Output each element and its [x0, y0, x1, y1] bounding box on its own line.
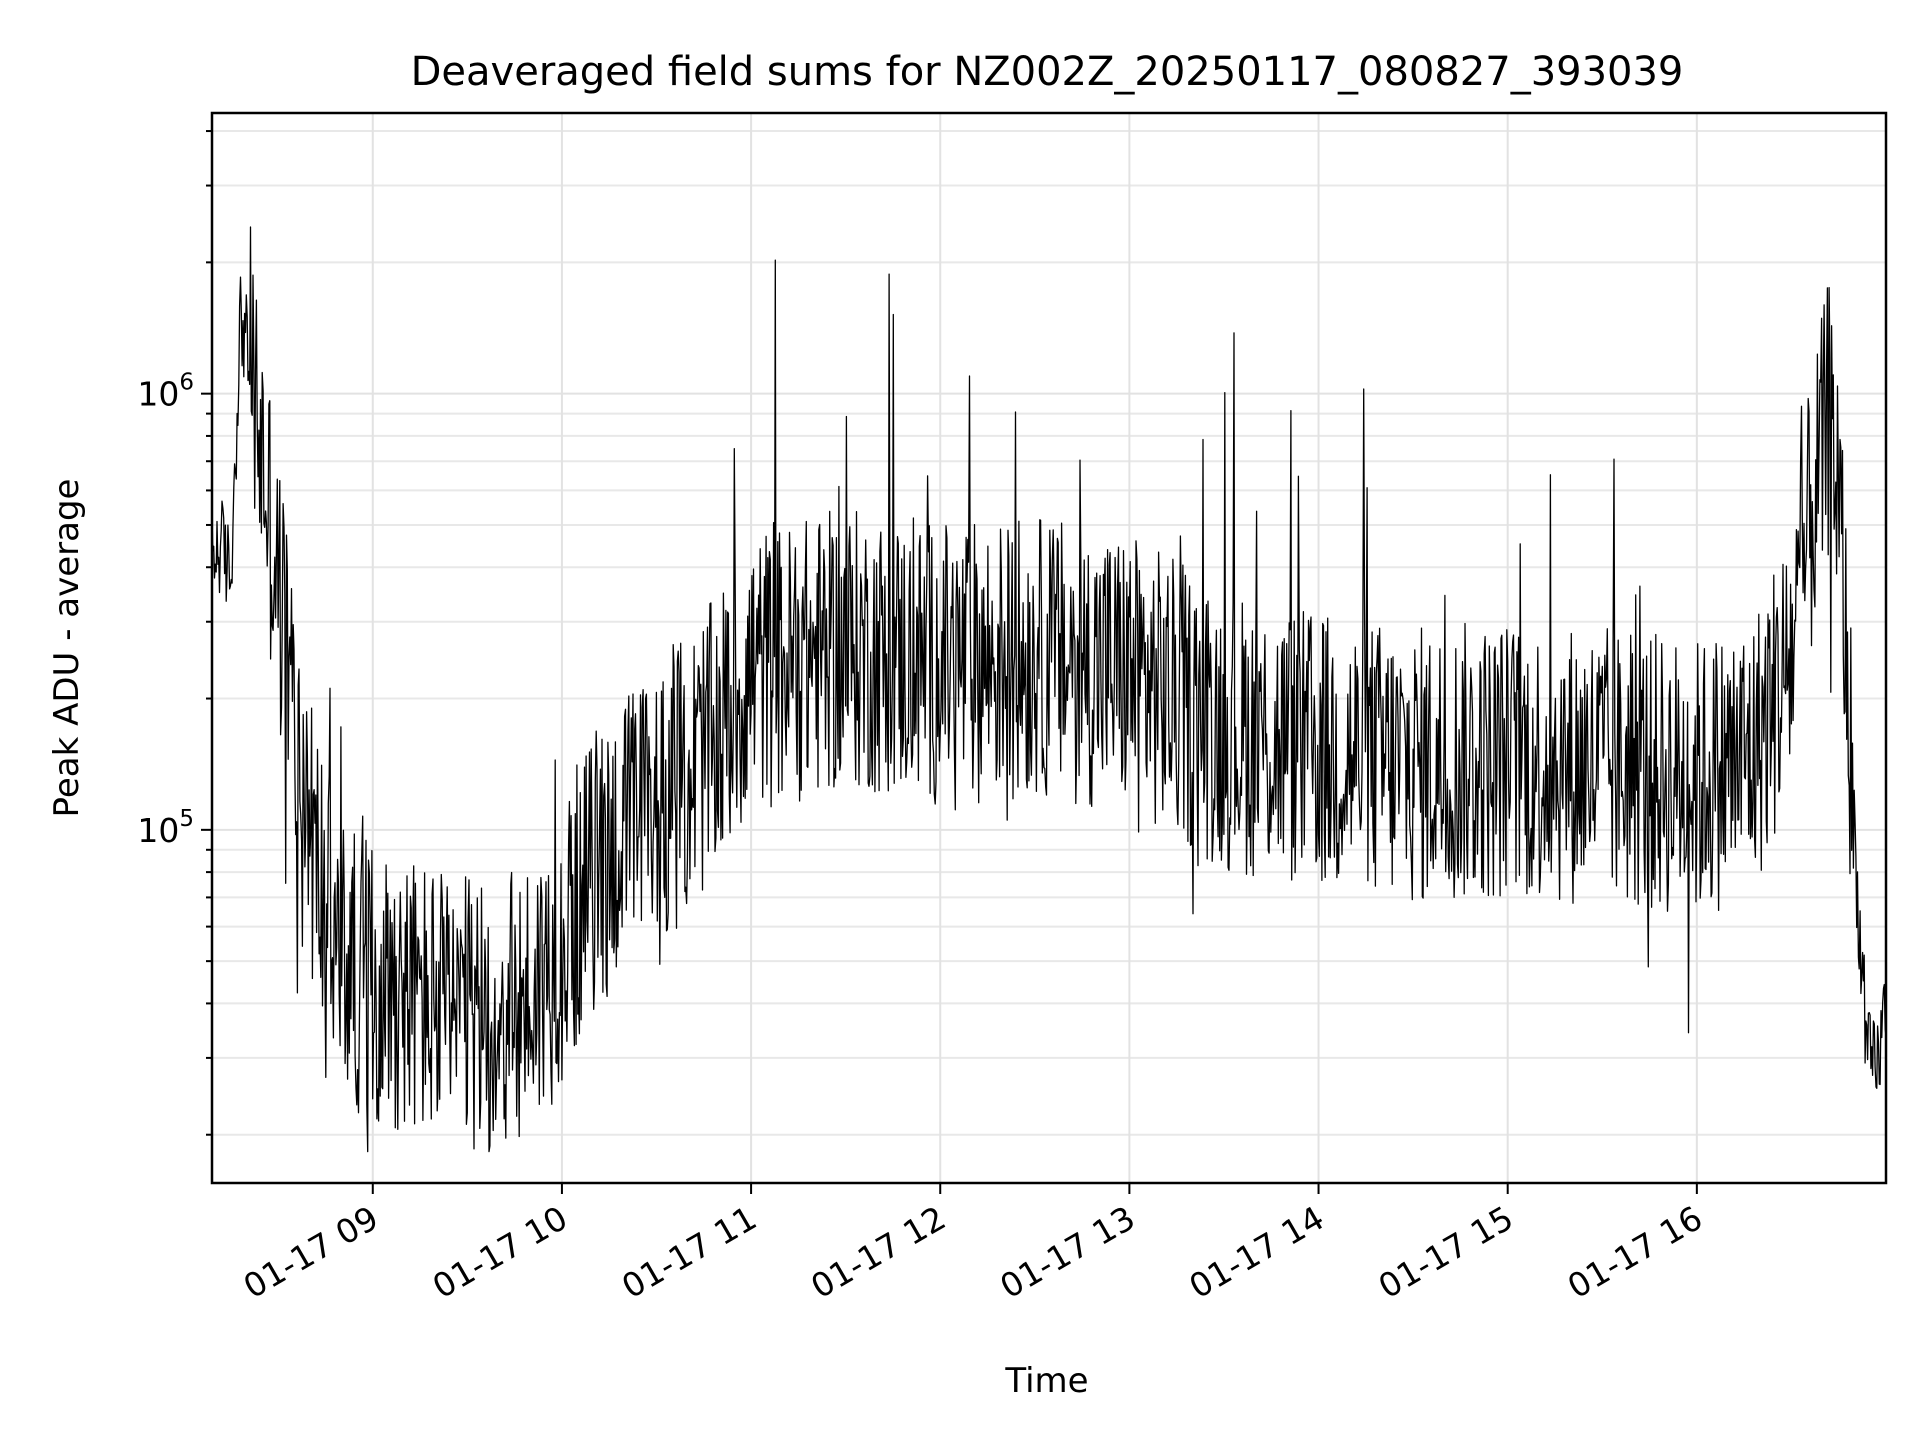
- chart-title: Deaveraged field sums for NZ002Z_2025011…: [411, 49, 1684, 95]
- x-axis-label: Time: [1004, 1361, 1088, 1401]
- x-tick-label: 01-17 11: [615, 1198, 763, 1306]
- x-axis: 01-17 09 01-17 10 01-17 11 01-17 12 01-17 13…: [237, 1183, 1709, 1306]
- y-axis: 105 106: [137, 130, 212, 1136]
- x-tick-label: 01-17 12: [804, 1198, 952, 1306]
- series-layer: [211, 226, 1887, 1153]
- series-line: [211, 226, 1887, 1153]
- y-tick-label: 106: [137, 370, 194, 414]
- x-tick-label: 01-17 09: [237, 1198, 385, 1306]
- x-tick-label: 01-17 10: [426, 1198, 574, 1306]
- x-tick-label: 01-17 14: [1183, 1198, 1331, 1306]
- x-tick-label: 01-17 15: [1372, 1198, 1520, 1306]
- y-tick-label: 105: [137, 806, 194, 850]
- x-tick-label: 01-17 16: [1561, 1198, 1709, 1306]
- plot-frame: [210, 111, 1888, 1185]
- y-axis-label: Peak ADU - average: [47, 479, 87, 818]
- x-tick-label: 01-17 13: [993, 1198, 1141, 1306]
